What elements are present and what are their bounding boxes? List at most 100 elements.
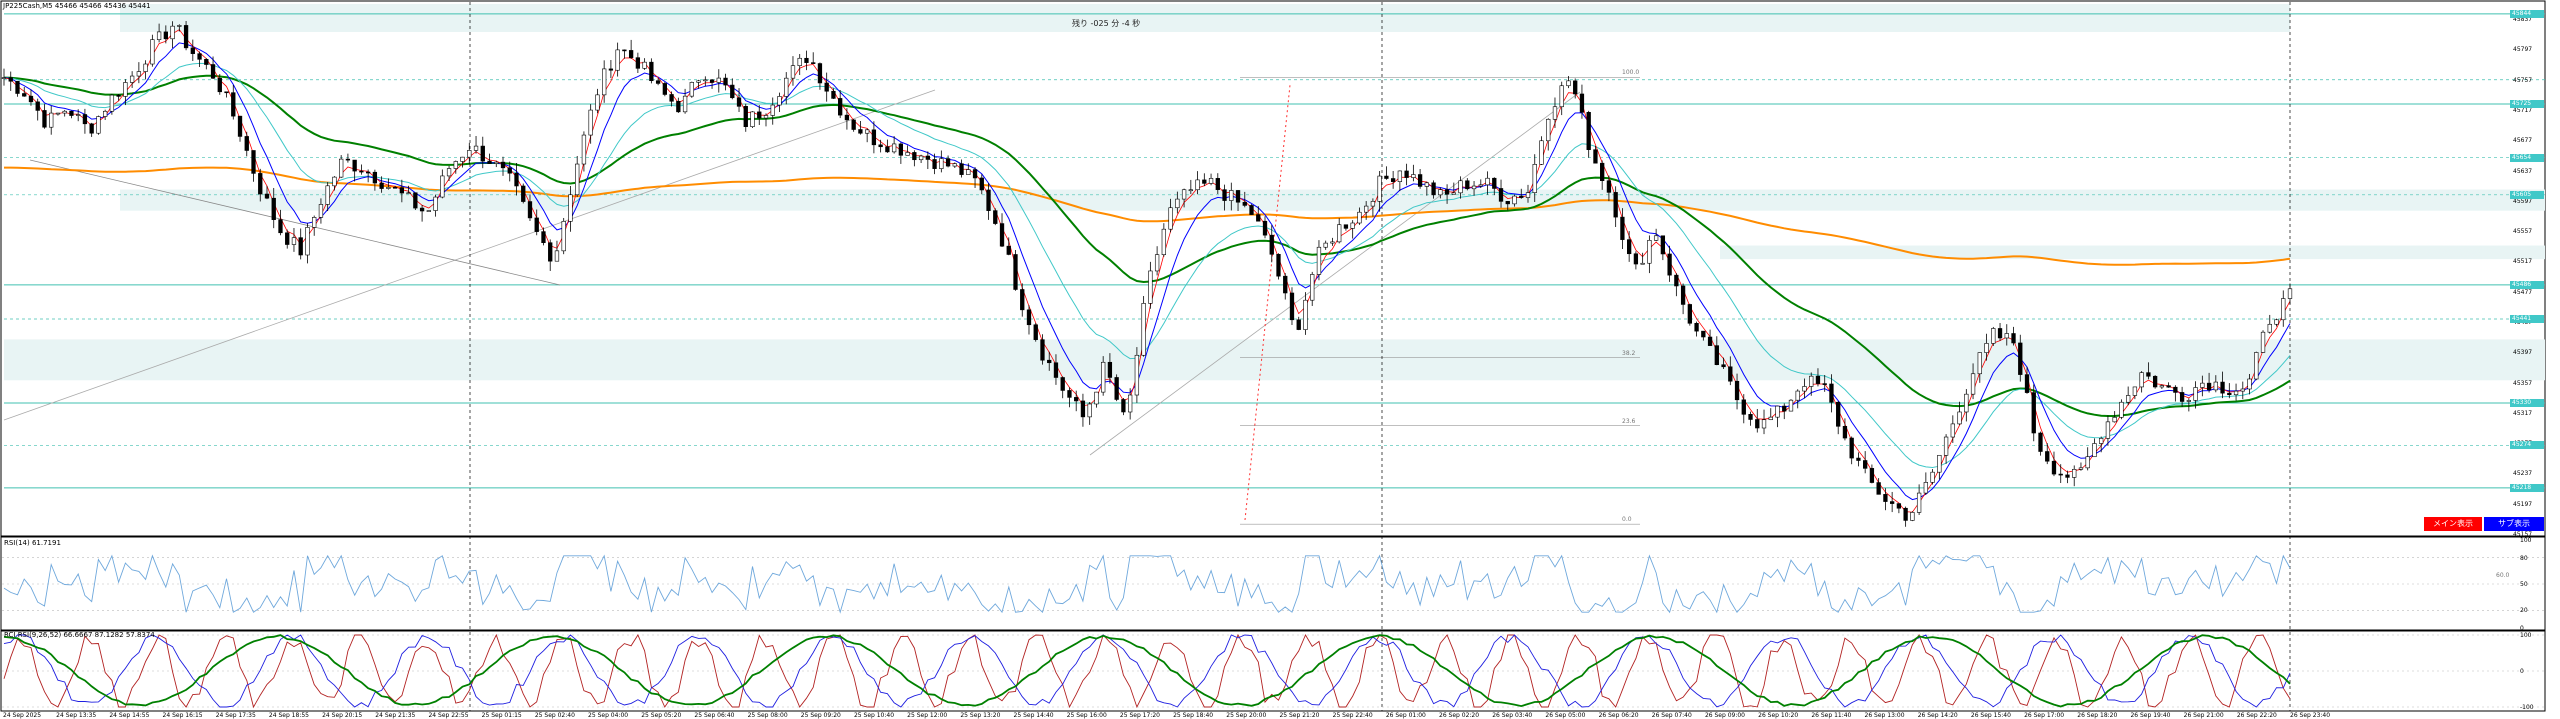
candle-body bbox=[1492, 177, 1497, 189]
candle-body bbox=[1053, 362, 1059, 378]
candle-body bbox=[2105, 421, 2111, 439]
candle-body bbox=[339, 158, 344, 178]
candle-body bbox=[986, 189, 991, 211]
candle-body bbox=[1856, 457, 1861, 461]
candle-body bbox=[527, 201, 533, 219]
candle-body bbox=[1546, 118, 1551, 142]
candle-body bbox=[2206, 382, 2212, 391]
candle-body bbox=[635, 57, 641, 69]
candle-body bbox=[1788, 399, 1794, 412]
candle-body bbox=[1060, 377, 1065, 391]
candle-body bbox=[1458, 180, 1463, 194]
candle-body bbox=[865, 129, 870, 134]
oscillator-pane bbox=[0, 630, 2546, 712]
candle-body bbox=[851, 119, 856, 130]
price-axis-label: 45357 bbox=[2513, 379, 2533, 387]
candle-body bbox=[811, 62, 816, 64]
candle-body bbox=[1181, 189, 1187, 200]
candle-body bbox=[28, 95, 34, 103]
candle-body bbox=[1485, 177, 1490, 186]
main-display-button[interactable]: メイン表示 bbox=[2424, 517, 2482, 531]
osc-slow-path bbox=[3, 634, 2291, 708]
candle-body bbox=[1741, 399, 1746, 415]
candle-body bbox=[1114, 377, 1119, 400]
sub-display-button[interactable]: サブ表示 bbox=[2484, 517, 2544, 531]
time-axis-label: 25 Sep 06:40 bbox=[694, 712, 735, 719]
price-axis-label: 45397 bbox=[2513, 349, 2533, 357]
time-axis-label: 25 Sep 10:40 bbox=[853, 712, 895, 719]
candle-body bbox=[1417, 174, 1423, 187]
candle-body bbox=[231, 92, 236, 117]
candle-body bbox=[197, 53, 202, 60]
candle-body bbox=[2024, 374, 2030, 393]
time-axis-label: 25 Sep 21:20 bbox=[1279, 712, 1320, 719]
candle-body bbox=[1296, 319, 1301, 330]
zone-2 bbox=[1720, 245, 2545, 260]
candle-body bbox=[1269, 234, 1274, 255]
candle-body bbox=[1748, 414, 1753, 420]
time-axis-label: 26 Sep 13:00 bbox=[1864, 712, 1905, 719]
candle-body bbox=[1121, 399, 1126, 413]
candle-body bbox=[2213, 381, 2218, 391]
time-axis-label: 25 Sep 12:00 bbox=[907, 712, 948, 719]
candle-body bbox=[2152, 375, 2158, 388]
time-axis-label: 25 Sep 08:00 bbox=[747, 712, 788, 719]
candle-body bbox=[1957, 411, 1962, 425]
candle-body bbox=[871, 129, 877, 146]
candle-body bbox=[1222, 189, 1227, 201]
candle-body bbox=[669, 94, 674, 102]
candle-body bbox=[1471, 185, 1477, 190]
candle-body bbox=[1478, 184, 1483, 187]
time-axis-label: 24 Sep 17:35 bbox=[215, 712, 256, 719]
candle-body bbox=[1026, 309, 1032, 326]
candle-body bbox=[2139, 372, 2144, 388]
time-axis-label: 25 Sep 09:20 bbox=[800, 712, 841, 719]
candle-body bbox=[979, 177, 984, 191]
candle-body bbox=[365, 171, 371, 174]
candle-body bbox=[1154, 254, 1160, 272]
candle-body bbox=[1370, 201, 1376, 207]
candle-body bbox=[258, 173, 263, 195]
candle-body bbox=[2220, 381, 2225, 394]
candle-body bbox=[2018, 342, 2023, 375]
candle-body bbox=[1195, 179, 1200, 191]
candle-body bbox=[22, 93, 27, 97]
candle-body bbox=[1168, 207, 1173, 230]
candle-body bbox=[1593, 149, 1598, 164]
candle-body bbox=[1559, 85, 1564, 108]
candle-body bbox=[392, 187, 398, 189]
moving-averages bbox=[3, 29, 2291, 513]
candle-body bbox=[109, 94, 115, 112]
candle-body bbox=[1505, 201, 1510, 205]
candle-body bbox=[541, 231, 546, 244]
candle-body bbox=[1930, 471, 1935, 483]
candle-body bbox=[1903, 507, 1908, 521]
candle-body bbox=[1707, 336, 1713, 346]
candle-body bbox=[352, 159, 357, 172]
candle-body bbox=[1802, 386, 1807, 392]
candle-body bbox=[797, 57, 802, 67]
candle-body bbox=[1438, 189, 1443, 196]
candle-body bbox=[372, 171, 378, 184]
candle-body bbox=[2193, 387, 2198, 401]
time-axis-label: 24 Sep 22:55 bbox=[428, 712, 469, 719]
candle-body bbox=[1795, 390, 1800, 401]
fib-anchor-line bbox=[1244, 84, 1291, 521]
candle-body bbox=[1303, 299, 1308, 330]
time-axis-label: 24 Sep 14:55 bbox=[109, 712, 150, 719]
time-axis-label: 25 Sep 04:00 bbox=[588, 712, 629, 719]
price-tag: 45441 bbox=[2510, 314, 2544, 323]
candle-body bbox=[581, 134, 587, 165]
candle-body bbox=[730, 84, 735, 99]
candle-body bbox=[1390, 178, 1396, 182]
bar-timer: 残り -025 分 -4 秒 bbox=[1072, 19, 1141, 28]
trendline-down bbox=[29, 159, 561, 286]
candle-body bbox=[1512, 195, 1517, 205]
time-axis-label: 26 Sep 01:00 bbox=[1385, 712, 1426, 719]
ma-long-line bbox=[4, 166, 2291, 266]
candle-body bbox=[278, 219, 283, 234]
candle-body bbox=[1074, 397, 1079, 402]
price-tag: 45486 bbox=[2510, 280, 2544, 289]
candle-body bbox=[2281, 298, 2286, 321]
